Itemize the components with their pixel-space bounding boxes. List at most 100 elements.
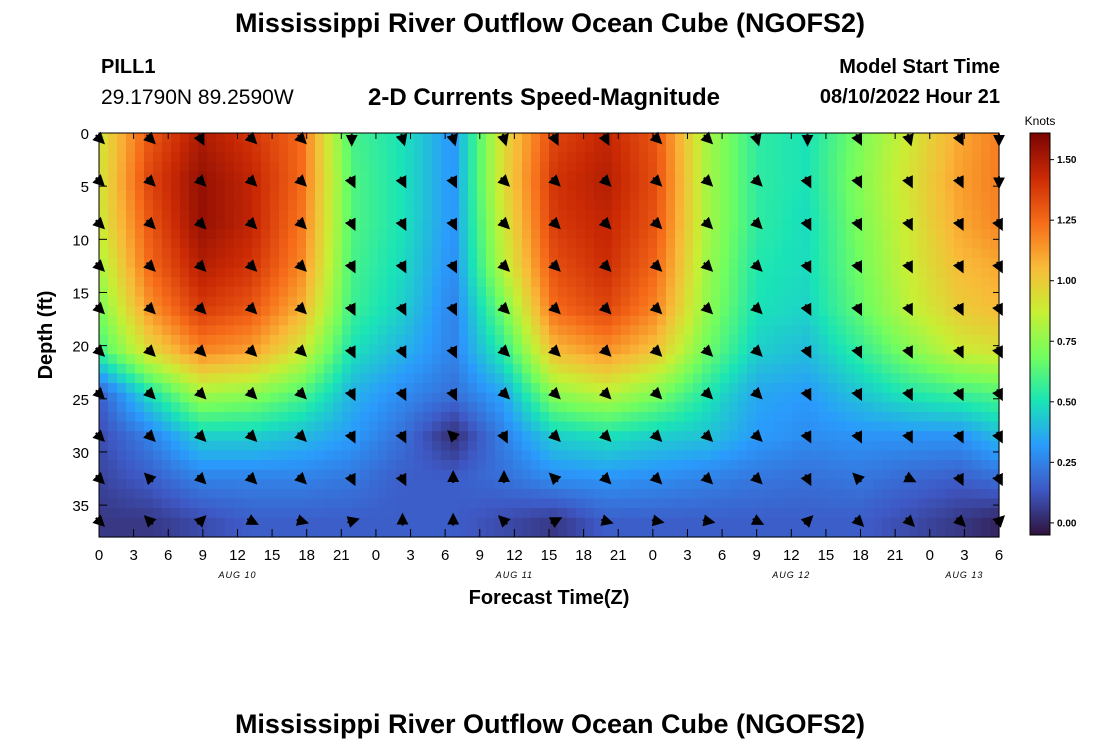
heatmap-cell [360,296,370,307]
heatmap-cell [765,229,775,240]
heatmap-cell [261,258,271,269]
heatmap-cell [324,190,334,201]
heatmap-cell [153,229,163,240]
heatmap-cell [774,296,784,307]
heatmap-cell [558,431,568,442]
heatmap-cell [153,209,163,221]
heatmap-cell [810,383,820,394]
heatmap-cell [846,392,856,403]
heatmap-cell [117,209,127,221]
heatmap-cell [207,354,217,365]
heatmap-cell [108,325,118,336]
heatmap-cell [207,258,217,269]
heatmap-cell [828,296,838,307]
current-vector-arrow [800,217,812,231]
heatmap-cell [171,238,181,250]
heatmap-cell [738,152,748,163]
heatmap-cell [324,315,334,326]
heatmap-cell [333,363,343,375]
heatmap-cell [954,325,964,336]
heatmap-cell [900,392,910,403]
heatmap-cell [360,258,370,269]
heatmap-cell [432,354,442,365]
heatmap-cell [774,238,784,250]
heatmap-cell [324,248,334,259]
heatmap-cell [468,248,478,259]
colorbar: Knots 0.000.250.500.751.001.251.50 [1025,114,1077,536]
heatmap-cell [810,267,820,278]
heatmap-cell [639,229,649,240]
heatmap-cell [468,171,478,182]
heatmap-cell [711,248,721,259]
heatmap-cell [657,200,667,211]
heatmap-cell [216,190,226,201]
heatmap-cell [954,277,964,288]
heatmap-cell [207,527,217,538]
heatmap-cell [360,479,370,490]
heatmap-cell [216,277,226,288]
heatmap-cell [576,460,586,471]
heatmap-cell [333,296,343,307]
heatmap-cell [621,421,631,432]
heatmap-cell [756,460,766,471]
heatmap-cell [576,229,586,240]
heatmap-cell [738,373,748,384]
heatmap-cell [576,440,586,452]
heatmap-cell [774,152,784,163]
heatmap-cell [612,421,622,432]
heatmap-cell [387,373,397,384]
heatmap-cell [243,411,253,423]
heatmap-cell [639,286,649,298]
heatmap-cell [135,488,145,500]
heatmap-cell [504,296,514,307]
x-tick-label: 0 [926,547,934,564]
heatmap-cell [873,181,883,192]
heatmap-cell [450,161,460,173]
heatmap-cell [720,258,730,269]
heatmap-cell [468,517,478,528]
heatmap-cell [612,142,622,153]
heatmap-cell [882,152,892,163]
heatmap-cell [387,286,397,298]
heatmap-cell [765,306,775,317]
heatmap-cell [441,488,451,500]
heatmap-cell [792,440,802,452]
current-vector-arrow [800,345,812,359]
heatmap-cell [882,335,892,346]
heatmap-cell [864,142,874,153]
heatmap-cell [513,363,523,375]
heatmap-cell [342,238,352,250]
heatmap-cell [891,460,901,471]
heatmap-cell [378,402,388,413]
heatmap-cell [315,258,325,269]
heatmap-cell [279,267,289,278]
heatmap-cell [180,335,190,346]
heatmap-cell [612,325,622,336]
heatmap-cell [207,335,217,346]
heatmap-cell [423,200,433,211]
heatmap-cell [702,527,712,538]
heatmap-cell [207,421,217,432]
heatmap-cell [351,373,361,384]
heatmap-cell [279,460,289,471]
heatmap-cell [981,344,991,355]
heatmap-cell [837,142,847,153]
heatmap-cell [297,517,307,528]
heatmap-cell [495,325,505,336]
heatmap-cell [423,277,433,288]
heatmap-cell [459,267,469,278]
heatmap-cell [288,286,298,298]
heatmap-cell [558,152,568,163]
heatmap-cell [684,209,694,221]
heatmap-cell [837,450,847,461]
heatmap-cell [639,325,649,336]
heatmap-cell [369,431,379,442]
heatmap-cell [144,142,154,153]
heatmap-cell [351,392,361,403]
heatmap-cell [144,325,154,336]
heatmap-cell [801,171,811,182]
x-tick-label: 9 [199,547,207,564]
heatmap-cell [369,479,379,490]
heatmap-cell [621,161,631,173]
heatmap-cell [144,152,154,163]
